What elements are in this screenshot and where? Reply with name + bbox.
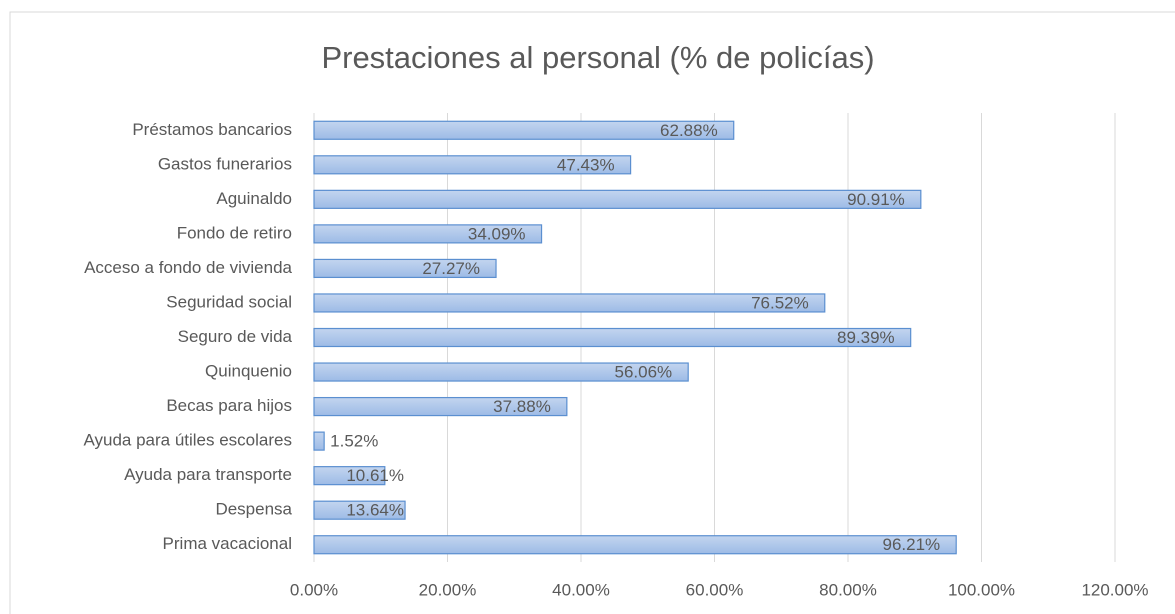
data-label: 10.61% [346,466,404,485]
y-tick-label: Seguridad social [166,292,292,311]
y-tick-label: Ayuda para útiles escolares [83,431,292,450]
y-tick-label: Prima vacacional [163,534,292,553]
bar [313,396,568,417]
data-label: 37.88% [493,397,551,416]
data-label: 13.64% [346,501,404,520]
chart-title: Prestaciones al personal (% de policías) [321,40,874,75]
bar [313,500,406,520]
x-tick-label: 120.00% [1081,580,1148,599]
bar [313,224,543,244]
bar [313,431,325,451]
bar [313,258,497,279]
y-tick-label: Aguinaldo [216,189,292,208]
y-tick-label: Despensa [215,500,292,519]
bar [313,155,632,175]
data-label: 62.88% [660,121,718,140]
y-tick-label: Becas para hijos [166,396,292,415]
bar [313,362,689,382]
bar [313,120,735,140]
y-tick-label: Quinquenio [205,362,292,381]
data-label: 56.06% [615,363,673,382]
bar [313,293,826,313]
data-label: 47.43% [557,155,615,174]
data-label: 89.39% [837,328,895,347]
bar [313,535,957,555]
x-tick-label: 40.00% [552,580,610,599]
x-tick-label: 60.00% [686,580,744,599]
bar [313,327,912,348]
data-label: 90.91% [847,190,905,209]
data-label: 96.21% [883,535,941,554]
y-tick-label: Gastos funerarios [158,154,292,173]
chart-frame [9,11,1175,614]
data-label: 27.27% [422,259,480,278]
y-tick-label: Acceso a fondo de vivienda [84,258,292,277]
data-label: 34.09% [468,224,526,243]
data-label: 1.52% [330,432,378,451]
y-tick-label: Fondo de retiro [177,223,292,242]
bar [313,466,386,486]
x-tick-label: 100.00% [948,580,1015,599]
data-label: 76.52% [751,293,809,312]
x-tick-label: 20.00% [419,580,477,599]
y-tick-label: Préstamos bancarios [132,120,292,139]
bar [313,189,922,209]
y-tick-label: Seguro de vida [178,327,293,346]
x-tick-label: 0.00% [290,580,338,599]
x-tick-label: 80.00% [819,580,877,599]
y-tick-label: Ayuda para transporte [124,465,292,484]
